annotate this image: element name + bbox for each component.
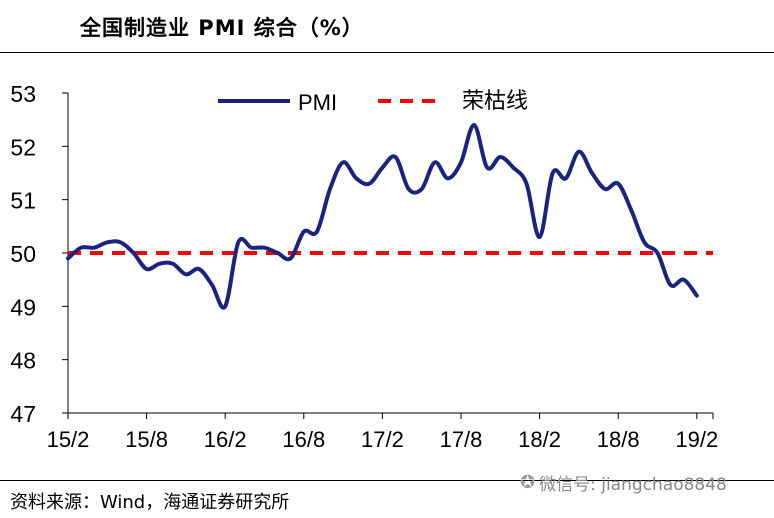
y-tick-label: 50	[10, 241, 36, 267]
legend-label-threshold: 荣枯线	[462, 89, 528, 114]
x-axis-ticks: 15/2 15/8 16/2 16/8 17/2 17/8 18/2 18/8 19/2	[47, 413, 718, 452]
x-tick-label: 15/8	[125, 427, 168, 452]
y-tick-label: 47	[10, 401, 36, 427]
x-tick-label: 19/2	[675, 427, 718, 452]
source-divider	[0, 480, 774, 481]
chart-series	[66, 122, 713, 310]
wechat-icon: ✪	[520, 472, 536, 493]
series-line-pmi	[66, 122, 699, 310]
wechat-watermark: ✪ 微信号: jiangchao8848	[520, 470, 727, 495]
x-tick-label: 16/8	[282, 427, 325, 452]
y-axis-ticks: 47 48 49 50 51 52 53	[10, 81, 68, 427]
y-tick-label: 52	[10, 134, 36, 160]
y-tick-label: 48	[10, 348, 36, 374]
x-tick-label: 16/2	[204, 427, 247, 452]
watermark-text: 微信号: jiangchao8848	[539, 475, 727, 495]
x-tick-label: 15/2	[47, 427, 90, 452]
y-tick-label: 49	[10, 294, 36, 320]
x-tick-label: 17/2	[361, 427, 404, 452]
x-tick-label: 18/8	[597, 427, 640, 452]
chart-legend: PMI 荣枯线	[218, 89, 528, 115]
title-divider	[0, 52, 774, 53]
x-tick-label: 17/8	[440, 427, 483, 452]
source-note: 资料来源：Wind，海通证券研究所	[10, 492, 290, 513]
legend-label-pmi: PMI	[298, 90, 337, 115]
y-tick-label: 53	[10, 81, 36, 107]
chart-title: 全国制造业 PMI 综合（%）	[80, 16, 364, 40]
x-tick-label: 18/2	[518, 427, 561, 452]
y-tick-label: 51	[10, 188, 36, 214]
